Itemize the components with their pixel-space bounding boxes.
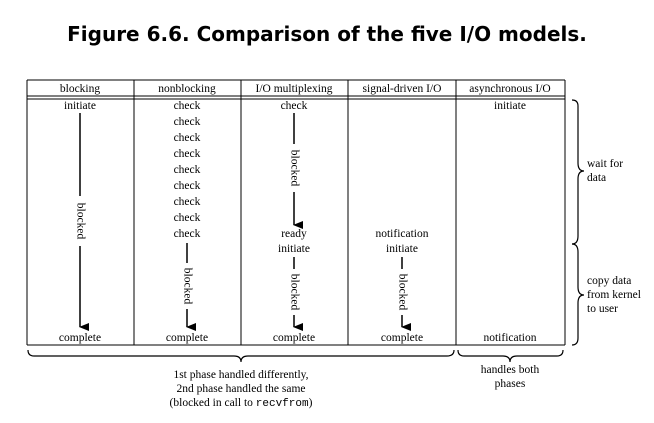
nonblocking-check: check — [174, 212, 201, 224]
wait-phase-brace — [571, 99, 585, 245]
bottom-note-prefix: (blocked in call to — [170, 397, 256, 409]
bottom-note-line-1: 1st phase handled differently, — [173, 369, 308, 381]
multiplexing-complete: complete — [273, 332, 315, 344]
nonblocking-check: check — [174, 132, 201, 144]
nonblocking-complete: complete — [166, 332, 208, 344]
wait-phase-label-1: wait for — [587, 158, 623, 170]
multiplexing-blocked-label-1: blocked — [288, 150, 300, 187]
nonblocking-check: check — [174, 228, 201, 240]
copy-phase-brace — [571, 243, 585, 346]
bottom-note-line-2: 2nd phase handled the same — [176, 383, 305, 395]
column-header-asynchronous: asynchronous I/O — [469, 83, 550, 95]
blocking-blocked-label: blocked — [74, 203, 86, 240]
label-mask — [180, 263, 194, 309]
figure-title: Figure 6.6. Comparison of the five I/O m… — [67, 22, 587, 46]
multiplexing-initiate: initiate — [278, 243, 310, 255]
label-mask — [287, 269, 301, 315]
async-notification: notification — [483, 332, 536, 344]
first-four-models-brace — [27, 349, 455, 363]
copy-phase-label-3: to user — [587, 303, 618, 315]
table-frame — [26, 79, 566, 346]
nonblocking-blocked-label: blocked — [181, 268, 193, 305]
multiplexing-check: check — [281, 100, 308, 112]
column-header-nonblocking: nonblocking — [158, 83, 216, 95]
nonblocking-checks: check check check check check check check check… — [174, 100, 201, 240]
signal-initiate: initiate — [386, 243, 418, 255]
async-note-line-2: phases — [495, 378, 526, 390]
blocking-initiate: initiate — [64, 100, 96, 112]
nonblocking-check: check — [174, 196, 201, 208]
column-header-signal-driven: signal-driven I/O — [363, 83, 442, 95]
async-model-brace — [457, 349, 564, 363]
copy-phase-label-1: copy data — [587, 275, 631, 287]
nonblocking-check: check — [174, 100, 201, 112]
async-initiate: initiate — [494, 100, 526, 112]
multiplexing-blocked-label-2: blocked — [288, 274, 300, 311]
multiplexing-ready: ready — [281, 228, 307, 240]
async-note-line-1: handles both — [481, 364, 540, 376]
nonblocking-check: check — [174, 116, 201, 128]
label-mask — [287, 144, 301, 192]
label-mask — [395, 269, 409, 315]
wait-phase-label-2: data — [587, 172, 606, 184]
label-mask — [73, 196, 87, 246]
signal-blocked-label: blocked — [396, 274, 408, 311]
blocking-complete: complete — [59, 332, 101, 344]
bottom-note-suffix: ) — [309, 397, 313, 409]
signal-complete: complete — [381, 332, 423, 344]
nonblocking-check: check — [174, 148, 201, 160]
bottom-note-line-3: (blocked in call to recvfrom) — [170, 397, 313, 410]
recvfrom-code: recvfrom — [256, 398, 309, 410]
column-header-multiplexing: I/O multiplexing — [256, 83, 333, 95]
copy-phase-label-2: from kernel — [587, 289, 641, 301]
column-header-blocking: blocking — [60, 83, 100, 95]
nonblocking-check: check — [174, 180, 201, 192]
nonblocking-check: check — [174, 164, 201, 176]
signal-notification: notification — [375, 228, 428, 240]
